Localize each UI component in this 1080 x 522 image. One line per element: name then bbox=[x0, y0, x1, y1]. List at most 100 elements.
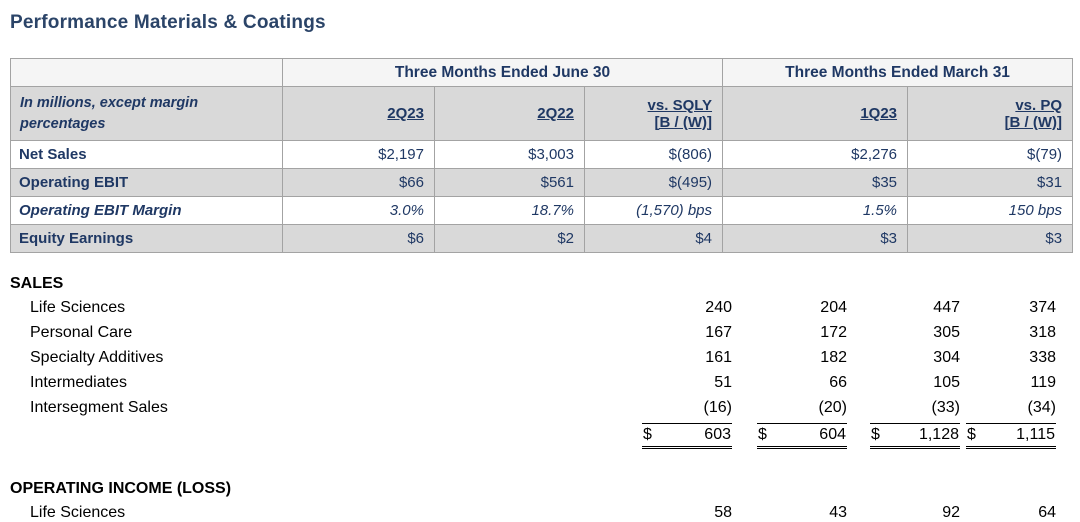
total-value: 1,115 bbox=[1016, 426, 1055, 443]
row-label: Operating EBIT bbox=[10, 168, 283, 197]
list-item: Specialty Additives 161 182 304 338 bbox=[10, 345, 1056, 370]
col-header-line2: [B / (W)] bbox=[1004, 113, 1063, 131]
table-cell: $3 bbox=[907, 224, 1074, 253]
table-cell: 18.7% bbox=[434, 196, 585, 225]
table-cell: $(806) bbox=[583, 140, 724, 169]
table-cell: 150 bps bbox=[907, 196, 1074, 225]
total-cell: $1,115 bbox=[960, 420, 1056, 452]
col-header-line1: 2Q23 bbox=[387, 105, 424, 122]
col-header-2q23: 2Q23 bbox=[282, 86, 435, 141]
col-header-line1: 2Q22 bbox=[537, 105, 574, 122]
list-item: Life Sciences 58 43 92 64 bbox=[10, 500, 1056, 522]
value-cell: (16) bbox=[703, 398, 732, 416]
sales-total-row: $603 $604 $1,128 $1,115 bbox=[10, 420, 1056, 452]
table-cell: $3,003 bbox=[434, 140, 585, 169]
col-header-2q22: 2Q22 bbox=[434, 86, 585, 141]
currency-symbol: $ bbox=[967, 426, 976, 443]
value-cell: 338 bbox=[1029, 348, 1056, 366]
list-item: Life Sciences 240 204 447 374 bbox=[10, 295, 1056, 320]
list-item: Intermediates 51 66 105 119 bbox=[10, 370, 1056, 395]
total-cell: $603 bbox=[622, 420, 732, 452]
line-label: Life Sciences bbox=[30, 298, 126, 316]
list-item: Personal Care 167 172 305 318 bbox=[10, 320, 1056, 345]
line-label: Personal Care bbox=[30, 323, 133, 341]
table-cell: $2,197 bbox=[282, 140, 435, 169]
currency-symbol: $ bbox=[643, 426, 652, 443]
value-cell: (33) bbox=[931, 398, 960, 416]
total-value: 1,128 bbox=[918, 426, 959, 443]
line-label: Intermediates bbox=[30, 373, 127, 391]
value-cell: 64 bbox=[1038, 503, 1056, 521]
value-cell: 161 bbox=[705, 348, 732, 366]
value-cell: 172 bbox=[820, 323, 847, 341]
total-label-spacer bbox=[10, 420, 622, 452]
sales-section: SALES Life Sciences 240 204 447 374 Pers… bbox=[10, 275, 1072, 452]
table-cell: $(495) bbox=[583, 168, 724, 197]
table-row-equity-earnings: Equity Earnings $6 $2 $4 $3 $3 bbox=[10, 224, 1074, 253]
line-label: Intersegment Sales bbox=[30, 398, 168, 416]
table-cell: $2,276 bbox=[722, 140, 909, 169]
currency-symbol: $ bbox=[758, 426, 767, 443]
value-cell: 92 bbox=[942, 503, 960, 521]
table-row-net-sales: Net Sales $2,197 $3,003 $(806) $2,276 $(… bbox=[10, 140, 1074, 169]
value-cell: 58 bbox=[714, 503, 732, 521]
corner-empty-cell bbox=[10, 58, 283, 87]
line-label: Life Sciences bbox=[30, 503, 126, 521]
value-cell: 167 bbox=[705, 323, 732, 341]
value-cell: 43 bbox=[829, 503, 847, 521]
value-cell: 105 bbox=[933, 373, 960, 391]
table-cell: (1,570) bps bbox=[583, 196, 724, 225]
col-header-line1: 1Q23 bbox=[860, 105, 898, 122]
segment-summary-table: Three Months Ended June 30 Three Months … bbox=[10, 58, 1074, 253]
col-header-line2: [B / (W)] bbox=[654, 113, 713, 131]
period-group-row: Three Months Ended June 30 Three Months … bbox=[10, 58, 1074, 87]
table-cell: $2 bbox=[434, 224, 585, 253]
value-cell: 119 bbox=[1030, 373, 1056, 391]
row-label: Equity Earnings bbox=[10, 224, 283, 253]
value-cell: 204 bbox=[820, 298, 847, 316]
table-cell: $3 bbox=[722, 224, 909, 253]
list-item: Intersegment Sales (16) (20) (33) (34) bbox=[10, 395, 1056, 420]
table-cell: $35 bbox=[722, 168, 909, 197]
units-note: In millions, except margin percentages bbox=[10, 86, 283, 141]
value-cell: 240 bbox=[705, 298, 732, 316]
value-cell: 318 bbox=[1029, 323, 1056, 341]
group-header-march: Three Months Ended March 31 bbox=[722, 58, 1074, 87]
col-header-vs-sqly: vs. SQLY [B / (W)] bbox=[583, 86, 724, 141]
table-row-operating-ebit: Operating EBIT $66 $561 $(495) $35 $31 bbox=[10, 168, 1074, 197]
row-label: Operating EBIT Margin bbox=[10, 196, 283, 225]
value-cell: 447 bbox=[933, 298, 960, 316]
col-header-line1: vs. PQ bbox=[1015, 96, 1063, 114]
value-cell: 305 bbox=[933, 323, 960, 341]
operating-income-heading: OPERATING INCOME (LOSS) bbox=[10, 480, 232, 497]
table-cell: 1.5% bbox=[722, 196, 909, 225]
total-value: 603 bbox=[704, 426, 731, 443]
table-cell: $31 bbox=[907, 168, 1074, 197]
table-row-operating-ebit-margin: Operating EBIT Margin 3.0% 18.7% (1,570)… bbox=[10, 196, 1074, 225]
value-cell: 51 bbox=[714, 373, 732, 391]
table-cell: $561 bbox=[434, 168, 585, 197]
table-cell: 3.0% bbox=[282, 196, 435, 225]
value-cell: 182 bbox=[820, 348, 847, 366]
sales-breakdown-table: Life Sciences 240 204 447 374 Personal C… bbox=[10, 295, 1056, 452]
sales-heading: SALES bbox=[10, 275, 64, 292]
value-cell: 66 bbox=[829, 373, 847, 391]
value-cell: 374 bbox=[1029, 298, 1056, 316]
group-header-june: Three Months Ended June 30 bbox=[281, 58, 724, 87]
total-value: 604 bbox=[819, 426, 846, 443]
col-header-1q23: 1Q23 bbox=[722, 86, 909, 141]
operating-income-table: Life Sciences 58 43 92 64 bbox=[10, 500, 1056, 522]
table-cell: $66 bbox=[282, 168, 435, 197]
col-header-line1: vs. SQLY bbox=[647, 96, 713, 114]
value-cell: (34) bbox=[1027, 398, 1056, 416]
line-label: Specialty Additives bbox=[30, 348, 164, 366]
column-header-row: In millions, except margin percentages 2… bbox=[10, 86, 1074, 141]
table-cell: $4 bbox=[583, 224, 724, 253]
operating-income-section: OPERATING INCOME (LOSS) Life Sciences 58… bbox=[10, 480, 1072, 522]
value-cell: 304 bbox=[933, 348, 960, 366]
total-cell: $604 bbox=[732, 420, 847, 452]
col-header-vs-pq: vs. PQ [B / (W)] bbox=[907, 86, 1074, 141]
table-cell: $6 bbox=[282, 224, 435, 253]
total-cell: $1,128 bbox=[847, 420, 960, 452]
